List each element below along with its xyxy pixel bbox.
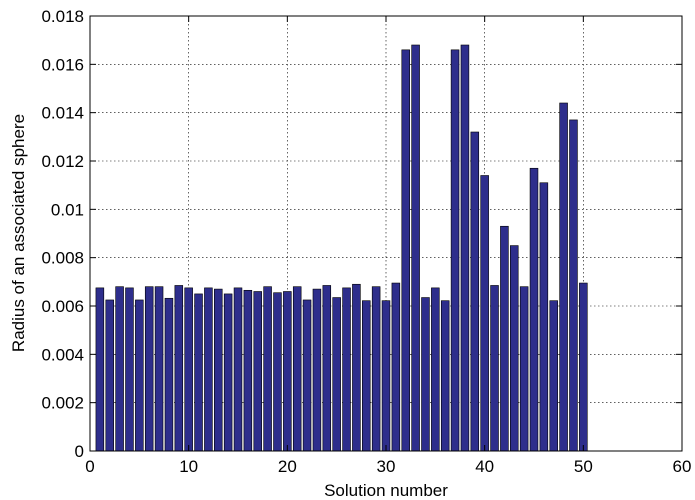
y-tick-label: 0.002	[41, 394, 84, 413]
bar	[371, 286, 381, 452]
x-tick-label: 20	[278, 457, 297, 476]
bar	[579, 282, 588, 452]
bar	[263, 286, 272, 452]
bar	[421, 297, 430, 452]
bar	[95, 287, 105, 452]
bar	[144, 286, 154, 452]
bar	[500, 225, 509, 452]
bar-series	[95, 44, 588, 452]
y-tick-label: 0.01	[51, 200, 84, 219]
bar	[105, 299, 114, 452]
bar	[302, 299, 312, 452]
bar	[362, 300, 371, 452]
bar	[470, 131, 480, 452]
bar	[214, 288, 223, 452]
bar	[519, 286, 529, 452]
bar	[391, 282, 401, 452]
bar	[431, 287, 440, 452]
bar	[440, 300, 450, 452]
y-tick-label: 0.008	[41, 249, 84, 268]
bar	[510, 245, 519, 452]
bar	[273, 292, 282, 452]
bar	[233, 287, 243, 452]
bar	[125, 287, 134, 452]
y-tick-label: 0	[75, 442, 84, 461]
x-tick-labels: 0 10 20 30 40 50 60	[85, 457, 691, 476]
x-axis-label: Solution number	[324, 481, 448, 500]
y-axis-label: Radius of an associated sphere	[9, 114, 28, 352]
bar	[342, 287, 351, 452]
y-tick-label: 0.018	[41, 7, 84, 26]
bar	[539, 182, 549, 452]
bar	[490, 285, 499, 452]
bar	[154, 286, 164, 452]
bar	[194, 293, 203, 452]
bar	[460, 44, 470, 452]
bar	[480, 175, 489, 452]
bar	[223, 293, 233, 452]
bar	[322, 285, 332, 452]
bar	[243, 289, 253, 452]
x-tick-label: 60	[673, 457, 692, 476]
bar	[292, 286, 302, 452]
bar	[174, 285, 184, 452]
bar	[283, 291, 292, 452]
x-tick-label: 30	[377, 457, 396, 476]
y-tick-label: 0.004	[41, 345, 84, 364]
bar	[401, 49, 410, 452]
bar	[549, 300, 558, 452]
bar	[529, 167, 539, 452]
bar	[164, 297, 174, 452]
bar	[312, 288, 322, 452]
bar	[184, 287, 193, 452]
bar	[559, 102, 568, 452]
bar	[569, 119, 578, 452]
bar	[381, 300, 391, 452]
y-tick-label: 0.014	[41, 104, 84, 123]
bar	[204, 287, 213, 452]
y-tick-label: 0.006	[41, 297, 84, 316]
x-tick-label: 40	[475, 457, 494, 476]
bar	[411, 44, 420, 452]
y-tick-label: 0.012	[41, 152, 84, 171]
x-tick-label: 10	[179, 457, 198, 476]
y-tick-label: 0.016	[41, 55, 84, 74]
y-tick-labels: 0 0.002 0.004 0.006 0.008 0.01 0.012 0.014 0.016…	[41, 7, 84, 461]
x-tick-label: 50	[574, 457, 593, 476]
bar	[135, 299, 144, 452]
axis-ticks	[89, 15, 683, 452]
bar	[332, 297, 341, 452]
bar	[253, 291, 262, 452]
bar	[352, 283, 361, 452]
bar	[450, 49, 460, 452]
bar	[115, 286, 124, 452]
x-tick-label: 0	[85, 457, 94, 476]
